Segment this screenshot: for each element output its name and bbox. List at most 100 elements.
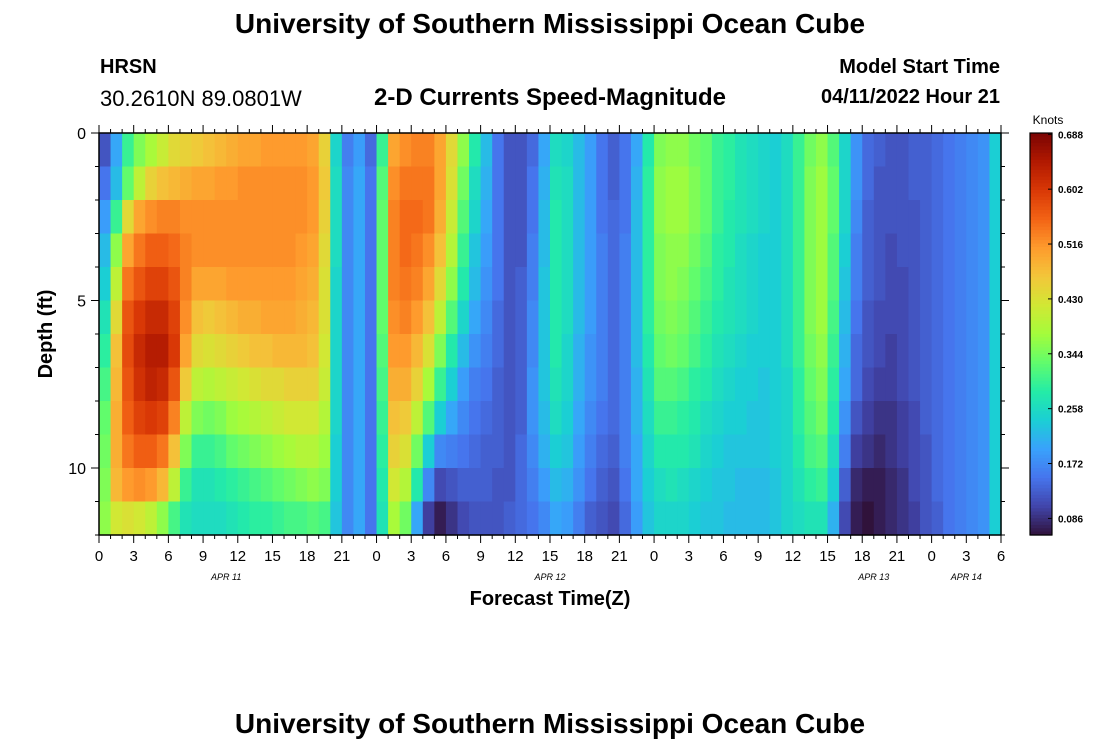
heatmap-cell <box>792 133 806 168</box>
heatmap-cell <box>596 166 609 201</box>
heatmap-cell <box>156 300 169 335</box>
colorbar-segment <box>1030 196 1052 201</box>
heatmap-cell <box>295 401 308 436</box>
heatmap-cell <box>156 233 169 268</box>
heatmap-cell <box>573 133 586 168</box>
heatmap-cell <box>677 434 690 469</box>
heatmap-cell <box>260 200 274 235</box>
heatmap-cell <box>746 166 759 201</box>
heatmap-cell <box>688 166 701 201</box>
heatmap-cell <box>815 200 829 235</box>
heatmap-cell <box>920 300 933 335</box>
heatmap-cell <box>399 501 412 536</box>
heatmap-cell <box>873 267 886 302</box>
heatmap-cell <box>307 267 320 302</box>
footer-title: University of Southern Mississippi Ocean… <box>234 708 866 739</box>
heatmap-cell <box>284 166 297 201</box>
heatmap-cell <box>388 501 401 536</box>
heatmap-cell <box>908 267 921 302</box>
colorbar-segment <box>1030 464 1052 469</box>
heatmap-cell <box>561 334 574 369</box>
heatmap-cell <box>862 501 875 536</box>
heatmap-cell <box>295 133 308 168</box>
heatmap-cell <box>943 334 956 369</box>
heatmap-cell <box>445 434 459 469</box>
heatmap-cell <box>804 401 817 436</box>
heatmap-cell <box>330 133 343 168</box>
heatmap-cell <box>353 166 366 201</box>
heatmap-cell <box>977 334 991 369</box>
heatmap-cell <box>122 434 135 469</box>
heatmap-cell <box>457 401 470 436</box>
heatmap-cell <box>654 233 667 268</box>
heatmap-cell <box>318 267 331 302</box>
heatmap-cell <box>711 233 725 268</box>
heatmap-cell <box>596 300 609 335</box>
heatmap-cell <box>203 434 216 469</box>
heatmap-cell <box>792 401 806 436</box>
colorbar-segment <box>1030 511 1052 516</box>
heatmap-cell <box>573 166 586 201</box>
heatmap-cell <box>237 133 250 168</box>
heatmap-cell <box>688 267 701 302</box>
heatmap-cell <box>526 367 540 402</box>
heatmap-cell <box>272 468 285 503</box>
heatmap-cell <box>295 300 308 335</box>
heatmap-cell <box>711 501 725 536</box>
colorbar-segment <box>1030 360 1052 365</box>
heatmap-cell <box>943 233 956 268</box>
heatmap-cell <box>376 401 389 436</box>
heatmap-cell <box>607 401 620 436</box>
heatmap-cell <box>769 233 782 268</box>
heatmap-cell <box>330 501 343 536</box>
colorbar-segment <box>1030 166 1052 171</box>
heatmap-cell <box>792 233 806 268</box>
colorbar-segment <box>1030 468 1052 472</box>
heatmap-cell <box>607 300 620 335</box>
heatmap-cell <box>295 233 308 268</box>
colorbar-segment <box>1030 367 1052 372</box>
heatmap-cell <box>260 468 274 503</box>
heatmap-cell <box>168 367 181 402</box>
heatmap-cell <box>515 468 528 503</box>
heatmap-cell <box>804 233 817 268</box>
heatmap-cell <box>341 367 355 402</box>
heatmap-cell <box>203 468 216 503</box>
heatmap-cell <box>896 401 910 436</box>
heatmap-cell <box>954 233 967 268</box>
heatmap-cell <box>237 334 250 369</box>
heatmap-cell <box>538 166 551 201</box>
heatmap-cell <box>885 133 898 168</box>
heatmap-cell <box>411 367 424 402</box>
heatmap-cell <box>654 468 667 503</box>
heatmap-cell <box>943 468 956 503</box>
heatmap-cell <box>584 501 597 536</box>
heatmap-cell <box>758 401 771 436</box>
heatmap-cell <box>827 233 840 268</box>
heatmap-cell <box>642 434 655 469</box>
heatmap-cell <box>191 334 204 369</box>
heatmap-cell <box>214 367 227 402</box>
heatmap-cell <box>630 200 644 235</box>
heatmap-cell <box>723 133 736 168</box>
heatmap-cell <box>133 367 146 402</box>
heatmap-cell <box>607 166 620 201</box>
heatmap-cell <box>388 233 401 268</box>
heatmap-cell <box>353 468 366 503</box>
heatmap-cell <box>480 501 493 536</box>
heatmap-cell <box>735 166 748 201</box>
heatmap-cell <box>746 468 759 503</box>
heatmap-cell <box>538 200 551 235</box>
station-coordinates: 30.2610N 89.0801W <box>100 86 302 111</box>
heatmap-cell <box>746 367 759 402</box>
heatmap-cell <box>237 434 250 469</box>
heatmap-cell <box>630 133 644 168</box>
heatmap-cell <box>920 267 933 302</box>
heatmap-cell <box>376 468 389 503</box>
x-tick-label: 21 <box>611 548 628 565</box>
heatmap-cell <box>908 233 921 268</box>
heatmap-cell <box>966 468 979 503</box>
heatmap-cell <box>122 166 135 201</box>
heatmap-cell <box>376 200 389 235</box>
heatmap-cell <box>515 166 528 201</box>
